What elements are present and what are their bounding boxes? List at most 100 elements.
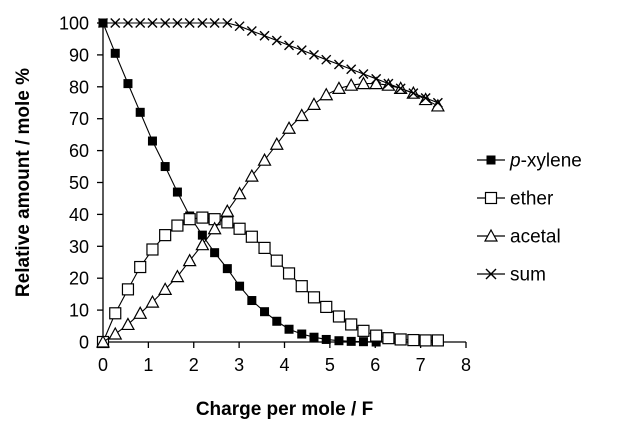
legend-item-ether: ether: [477, 189, 554, 210]
legend-marker: [484, 191, 498, 205]
data-point-acetal: [356, 76, 371, 90]
cross-stroke: [271, 35, 282, 46]
y-tick-label: 60: [69, 141, 89, 161]
data-point-p-xylene: [147, 136, 157, 146]
legend: p-xylene ether acetal sum: [477, 151, 582, 286]
data-point-p-xylene: [135, 107, 145, 117]
data-point-sum: [135, 18, 146, 28]
data-point-ether: [121, 283, 135, 296]
data-point-ether: [394, 333, 407, 346]
data-point-acetal: [145, 294, 160, 308]
data-point-ether: [295, 280, 308, 293]
cross-stroke: [371, 73, 382, 84]
cross-stroke: [485, 268, 497, 280]
data-point-sum: [209, 18, 220, 28]
data-point-acetal: [244, 168, 259, 182]
legend-label: acetal: [510, 227, 561, 248]
x-tick-label: 7: [416, 355, 426, 375]
data-point-ether: [407, 333, 420, 347]
legend-marker: [485, 268, 497, 280]
data-point-ether: [431, 334, 444, 347]
cross-stroke: [259, 30, 270, 41]
data-point-sum: [284, 40, 295, 51]
y-tick-label: 0: [79, 333, 89, 353]
legend-label: sum: [510, 265, 546, 286]
data-point-ether: [134, 260, 147, 274]
data-point-sum: [160, 18, 171, 28]
data-point-p-xylene: [160, 162, 170, 172]
cross-stroke: [160, 18, 171, 28]
series-line-ether: [102, 217, 438, 343]
y-tick-label: 90: [69, 45, 89, 65]
cross-stroke: [184, 18, 195, 28]
data-point-ether: [196, 211, 209, 224]
cross-stroke: [308, 49, 319, 60]
data-point-acetal: [95, 334, 111, 348]
series-line-p-xylene: [102, 22, 377, 343]
data-point-ether: [146, 243, 159, 256]
x-tick-label: 0: [98, 355, 108, 375]
data-point-sum: [222, 18, 233, 28]
data-point-sum: [432, 97, 443, 108]
data-point-sum: [395, 83, 406, 94]
legend-item-p-xylene: p-xylene: [477, 151, 582, 172]
data-point-acetal: [195, 237, 210, 251]
y-tick-label: 10: [69, 301, 89, 321]
data-point-acetal: [170, 269, 185, 283]
data-point-p-xylene: [210, 248, 220, 258]
data-point-ether: [159, 229, 172, 242]
data-point-p-xylene: [358, 337, 368, 347]
data-point-ether: [320, 300, 333, 314]
data-point-p-xylene: [235, 281, 245, 291]
data-point-p-xylene: [260, 307, 270, 317]
data-point-p-xylene: [172, 187, 182, 197]
x-tick-label: 2: [189, 355, 199, 375]
data-point-sum: [346, 64, 357, 75]
legend-item-sum: sum: [477, 265, 546, 286]
cross-stroke: [333, 59, 344, 70]
data-point-sum: [321, 54, 332, 65]
y-tick-label: 30: [69, 237, 89, 257]
data-point-p-xylene: [110, 48, 120, 58]
data-point-ether: [109, 307, 122, 320]
data-point-sum: [98, 18, 108, 28]
legend-marker: [483, 228, 499, 242]
cross-stroke: [420, 92, 431, 103]
data-point-sum: [122, 18, 133, 28]
data-point-sum: [408, 88, 419, 99]
data-point-p-xylene: [321, 334, 331, 344]
data-point-ether: [221, 216, 234, 229]
cross-stroke: [209, 18, 220, 28]
data-point-p-xylene: [297, 329, 307, 339]
y-tick-label: 70: [69, 109, 89, 129]
x-tick-label: 8: [461, 355, 471, 375]
data-point-sum: [172, 18, 183, 28]
data-point-acetal: [369, 76, 384, 90]
cross-stroke: [234, 21, 245, 32]
legend-label: p-xylene: [509, 151, 582, 172]
cross-stroke: [172, 18, 183, 28]
y-tick-label: 20: [69, 269, 89, 289]
data-point-acetal: [207, 221, 222, 235]
cross-stroke: [346, 64, 357, 75]
data-point-acetal: [133, 306, 148, 319]
data-point-sum: [234, 21, 245, 32]
cross-stroke: [395, 83, 406, 94]
series-line-acetal: [102, 83, 439, 343]
data-point-sum: [296, 45, 307, 56]
data-point-ether: [282, 267, 296, 280]
data-point-acetal: [182, 253, 197, 267]
data-point-acetal: [158, 282, 173, 295]
data-point-ether: [258, 241, 271, 254]
series-line-sum: [103, 22, 439, 104]
x-tick-label: 3: [234, 355, 244, 375]
cross-stroke: [321, 54, 332, 65]
y-tick-label: 100: [59, 14, 89, 34]
cross-stroke: [284, 40, 295, 51]
data-point-sum: [147, 18, 158, 28]
cross-stroke: [147, 18, 158, 28]
y-tick-label: 50: [69, 173, 89, 193]
y-tick-label: 40: [69, 205, 89, 225]
cross-stroke: [246, 25, 257, 36]
